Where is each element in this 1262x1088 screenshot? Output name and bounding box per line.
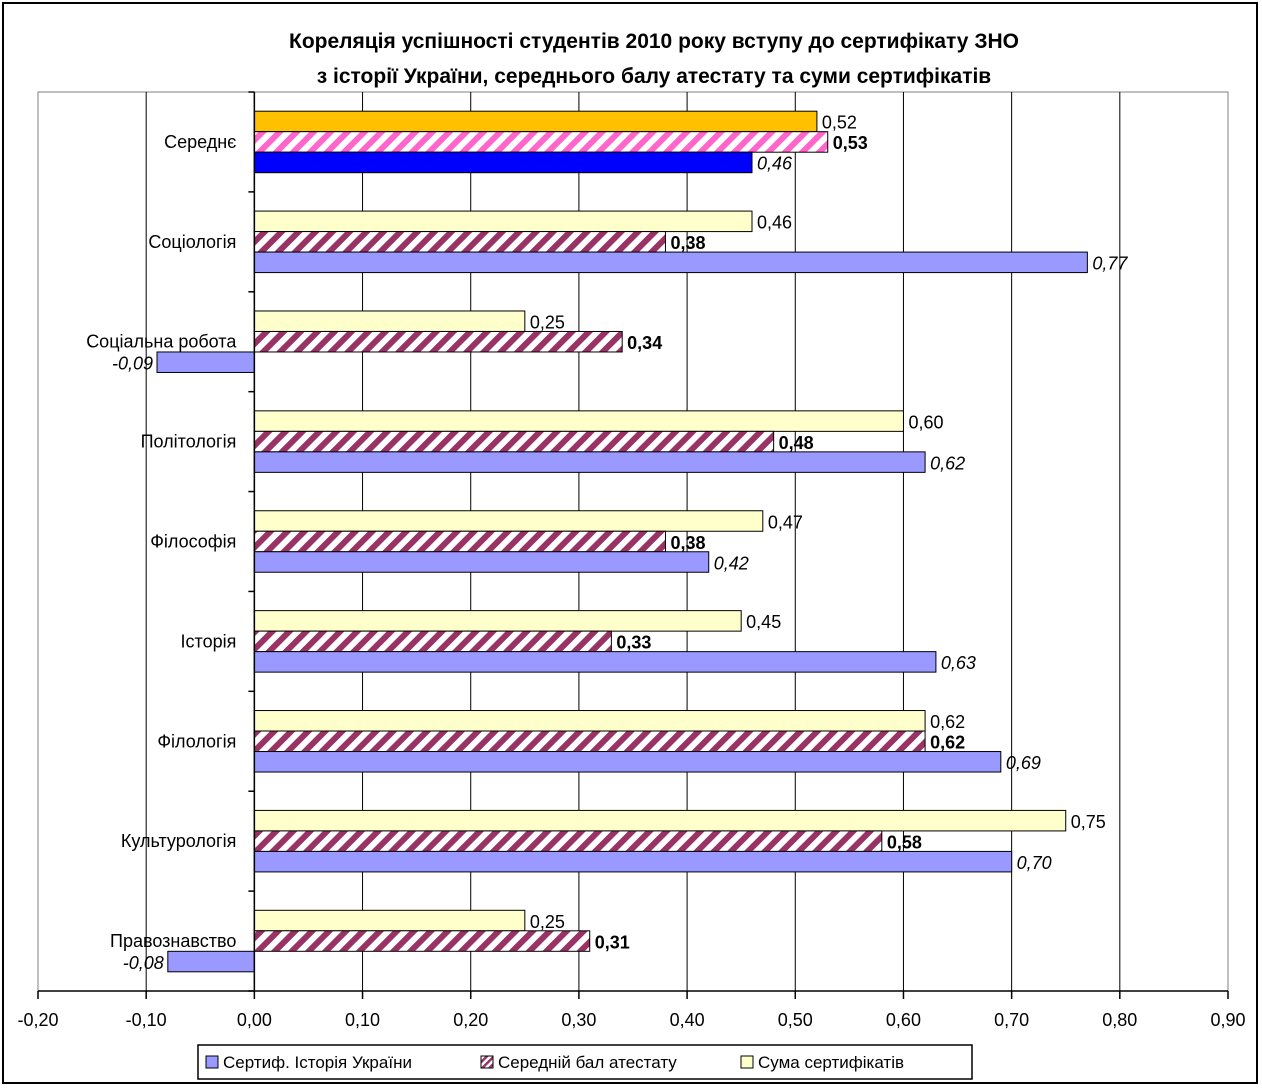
bar-attestat [253,930,591,952]
x-tick-label: 0,60 [886,1010,921,1030]
data-label-sum: 0,45 [746,612,781,632]
data-label-history: 0,69 [1006,753,1041,773]
bar-sum-certificates [253,210,753,233]
bars [156,110,1088,973]
bar-history-certificate [156,351,255,373]
bar-history-certificate [253,850,1013,873]
data-label-attestat: 0,38 [670,533,705,553]
data-label-history: 0,77 [1092,254,1128,274]
data-label-history: 0,42 [714,553,749,573]
x-tick-label: 0,00 [237,1010,272,1030]
data-label-history: -0,09 [112,353,153,373]
legend-label-history: Сертиф. Історія України [223,1053,412,1072]
x-tick-label: 0,50 [778,1010,813,1030]
legend-swatch-history [205,1055,219,1069]
data-label-attestat: 0,48 [779,433,814,453]
x-tick-label: 0,90 [1210,1010,1245,1030]
bar-sum-certificates [253,710,926,732]
data-label-history: 0,63 [941,653,976,673]
bar-history-certificate [253,251,1088,274]
legend-label-attestat: Середній бал атестату [498,1053,677,1072]
data-label-attestat: 0,31 [595,932,630,952]
category-label: Середнє [164,132,236,152]
data-label-attestat: 0,34 [627,333,662,353]
x-tick-label: -0,10 [126,1010,167,1030]
data-label-attestat: 0,58 [887,832,922,852]
bar-attestat [253,131,829,153]
data-label-sum: 0,60 [908,412,943,432]
x-tick-label: 0,10 [345,1010,380,1030]
data-label-history: -0,08 [123,953,164,973]
bar-attestat [253,730,926,753]
data-label-attestat: 0,62 [930,733,965,753]
chart-title-line1: Кореляція успішності студентів 2010 року… [289,30,1019,53]
legend-swatch-attestat [480,1055,494,1069]
bar-history-certificate [167,950,255,973]
bar-history-certificate [253,451,926,473]
axes [37,91,1229,999]
data-label-history: 0,70 [1017,853,1052,873]
x-tick-label: 0,80 [1102,1010,1137,1030]
category-label: Соціологія [148,232,236,252]
category-label: Історія [181,631,237,651]
data-labels: 0,520,53 0,46 0,46 0,38 0,77 0,25 0,34 -0,09 0,6… [112,113,1128,973]
data-label-sum: 0,25 [530,912,565,932]
bar-attestat [253,430,775,453]
bar-attestat [253,330,623,353]
legend: Сертиф. Історія України Середній бал ате… [197,1044,973,1080]
bar-history-certificate [253,551,710,573]
data-label-sum: 0,47 [768,512,803,532]
data-label-history: 0,62 [930,453,965,473]
x-tick-label: 0,30 [561,1010,596,1030]
bar-attestat [253,630,612,653]
data-label-sum: 0,75 [1071,812,1106,832]
category-labels: Середнє Соціологія Соціальна робота Політол… [86,132,237,951]
legend-box [197,1044,973,1080]
x-tick-label: 0,70 [994,1010,1029,1030]
bar-history-certificate [253,651,937,673]
bar-history-certificate [253,751,1002,773]
data-label-history: 0,46 [757,154,793,174]
data-label-sum: 0,25 [530,312,565,332]
x-tick-label: 0,20 [453,1010,488,1030]
category-label: Філософія [150,532,236,552]
x-tick-label: 0,40 [670,1010,705,1030]
bar-attestat [253,530,666,553]
bar-sum-certificates [253,510,764,532]
category-label: Політологія [141,432,237,452]
x-tick-label: -0,20 [17,1010,58,1030]
bar-sum-certificates [253,110,818,133]
category-label: Культурологія [121,831,236,851]
bar-sum-certificates [253,909,526,932]
bar-attestat [253,830,883,852]
data-label-sum: 0,46 [757,213,792,233]
bar-sum-certificates [253,410,904,432]
data-label-attestat: 0,38 [670,233,705,253]
bar-sum-certificates [253,809,1067,832]
bar-sum-certificates [253,310,526,332]
data-label-attestat: 0,33 [616,633,651,653]
category-label: Правознавство [110,931,236,951]
data-label-attestat: 0,53 [833,133,868,153]
chart-title-line2: з історії України, середнього балу атест… [317,65,992,88]
data-label-sum: 0,52 [822,113,857,133]
data-label-sum: 0,62 [930,712,965,732]
bar-attestat [253,231,666,253]
category-label: Соціальна робота [86,332,237,352]
legend-swatch-sum [740,1055,754,1069]
tick-labels: -0,20 -0,10 0,00 0,10 0,20 0,30 0,40 0,50 0,60 0,… [17,1010,1245,1030]
category-label: Філологія [157,731,236,751]
legend-label-sum: Сума сертифікатів [758,1053,904,1072]
bar-history-certificate [253,151,753,174]
bar-sum-certificates [253,610,742,632]
